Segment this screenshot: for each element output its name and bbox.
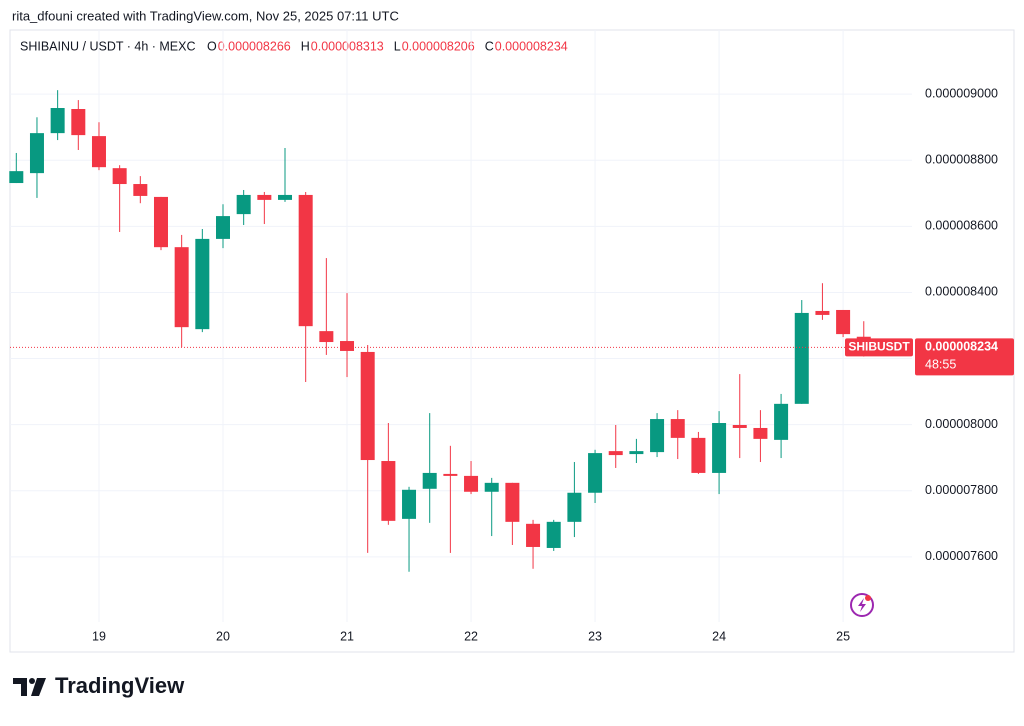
candle-body: [340, 341, 355, 351]
candle-body: [546, 521, 561, 548]
x-tick-label: 20: [216, 629, 230, 643]
candle-body: [670, 419, 685, 438]
y-tick-label: 0.000007800: [925, 483, 998, 497]
candle-body: [298, 194, 313, 327]
candle-body: [526, 523, 541, 547]
candle-body: [29, 133, 44, 174]
price-tag: [915, 338, 1014, 376]
candle-body: [174, 247, 189, 328]
x-tick-label: 21: [340, 629, 354, 643]
candle-body: [422, 472, 437, 489]
candle-body: [236, 194, 251, 215]
logo-mark: [13, 678, 46, 696]
y-tick-label: 0.000009000: [925, 86, 998, 100]
candle-body: [91, 136, 106, 168]
symbol-tag-text: SHIBUSDT: [848, 339, 910, 353]
ohlc-key: H: [301, 39, 310, 53]
candle-body: [691, 437, 706, 473]
y-tick-label: 0.000007600: [925, 549, 998, 563]
candle-body: [133, 184, 148, 196]
candle-body: [464, 475, 479, 492]
candle-body: [112, 168, 127, 185]
candle-body: [774, 403, 789, 440]
candle-body: [9, 171, 24, 184]
candle-body: [732, 424, 747, 428]
x-tick-label: 19: [92, 629, 106, 643]
ohlc-value: 0.000008206: [402, 39, 475, 53]
ohlc-key: C: [485, 39, 494, 53]
ohlc-key: L: [394, 39, 401, 53]
logo-text: TradingView: [55, 673, 185, 698]
candle-body: [381, 461, 396, 521]
symbol: SHIBAINU / USDT · 4h · MEXC: [20, 39, 196, 53]
price-tag-value: 0.000008234: [925, 340, 998, 354]
candle-body: [71, 108, 86, 136]
candle-body: [484, 482, 499, 492]
candle-body: [650, 419, 665, 453]
ohlc-key: O: [207, 39, 217, 53]
candle-body: [505, 482, 520, 522]
candle-body: [153, 196, 168, 248]
candle-body: [360, 351, 375, 461]
candle-body: [629, 451, 644, 455]
candle-body: [794, 312, 809, 404]
candle-body: [319, 331, 334, 343]
candle-body: [195, 238, 210, 330]
candle-body: [50, 108, 65, 134]
candle-body: [815, 310, 830, 315]
credit: rita_dfouni created with TradingView.com…: [12, 8, 399, 23]
candle-body: [257, 194, 272, 200]
candle-body: [216, 216, 230, 239]
x-tick-label: 24: [712, 629, 726, 643]
x-tick-label: 25: [836, 629, 850, 643]
candle-body: [567, 492, 582, 522]
price-tag-countdown: 48:55: [925, 358, 956, 372]
x-tick-label: 23: [588, 629, 602, 643]
candle-body: [278, 194, 293, 200]
candle-body: [588, 453, 603, 493]
bolt-icon: [850, 593, 874, 617]
y-tick-label: 0.000008400: [925, 285, 998, 299]
y-tick-label: 0.000008000: [925, 417, 998, 431]
candle-body: [608, 451, 623, 456]
candle-body: [712, 423, 727, 473]
candle-body: [836, 309, 851, 335]
candle-body: [443, 473, 458, 476]
y-tick-label: 0.000008600: [925, 219, 998, 233]
ohlc-value: 0.000008234: [495, 39, 568, 53]
candle-body: [753, 427, 768, 439]
candle-body: [402, 489, 417, 519]
x-tick-label: 22: [464, 629, 478, 643]
symbol-tag: [845, 338, 913, 357]
ohlc-value: 0.000008266: [218, 39, 291, 53]
ohlc-legend: O 0.000008266 H 0.000008313 L 0.000008206 C 0.0…: [207, 39, 568, 53]
y-tick-label: 0.000008800: [925, 153, 998, 167]
